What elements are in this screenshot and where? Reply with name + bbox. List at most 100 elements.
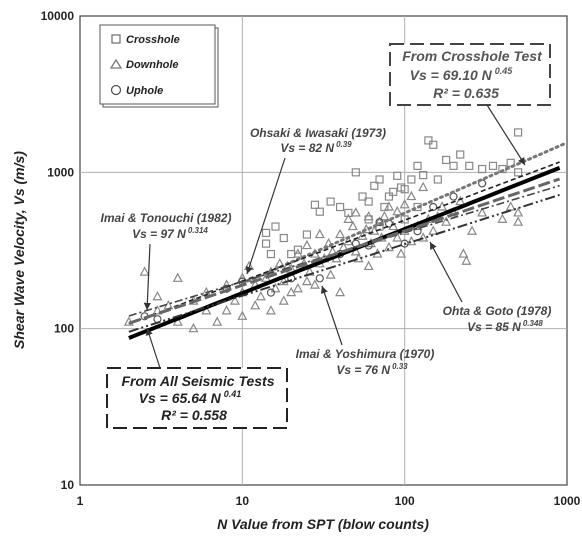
crosshole-point <box>335 202 345 212</box>
ohta-goto-eq-exp: 0.348 <box>523 319 544 328</box>
downhole-point <box>363 210 374 221</box>
downhole-point <box>497 213 508 223</box>
legend-triangle-marker <box>109 58 123 69</box>
imai-tonouchi-annotation: Imai & Tonouchi (1982) Vs = 97 N 0.314 <box>101 211 232 311</box>
crosshole-box-frame <box>389 43 551 106</box>
fit-line-dash-dot-dot <box>128 193 560 333</box>
crosshole-point <box>384 192 394 201</box>
crosshole-point <box>433 175 442 184</box>
ohsaki-title: Ohsaki & Iwasaki (1973) <box>250 126 386 140</box>
downhole-point <box>363 260 374 271</box>
crosshole-point <box>310 200 320 209</box>
crosshole-box-r2: R² = 0.635 <box>433 85 499 101</box>
downhole-point <box>139 266 150 276</box>
all-tests-eq-lhs: Vs = 65.64 N <box>139 390 222 406</box>
ohta-goto-title: Ohta & Goto (1978) <box>443 304 552 318</box>
downhole-point <box>237 310 248 320</box>
downhole-point <box>379 210 390 221</box>
crosshole-point <box>370 181 379 190</box>
x-tick-label: 100 <box>395 494 415 508</box>
uphole-point <box>429 202 438 212</box>
legend: Crosshole Downhole Uphole <box>99 24 219 108</box>
downhole-point <box>172 272 183 282</box>
all-tests-box-title: From All Seismic Tests <box>121 373 274 389</box>
ohsaki-eq-exp: 0.39 <box>336 140 352 149</box>
ohsaki-eq-lhs: Vs = 82 N <box>280 141 334 155</box>
crosshole-point <box>456 150 465 159</box>
crosshole-fit-box: From Crosshole Test Vs = 69.10 N 0.45 R² … <box>389 43 551 106</box>
crosshole-eq-exp: 0.45 <box>495 66 514 76</box>
downhole-point <box>278 295 289 305</box>
x-tick-label: 1000 <box>554 494 581 508</box>
downhole-point <box>309 279 320 289</box>
legend-label-downhole: Downhole <box>126 59 179 71</box>
downhole-point <box>188 322 199 333</box>
crosshole-point <box>488 161 498 170</box>
downhole-point <box>265 305 276 315</box>
downhole-point <box>343 213 354 223</box>
ohta-goto-arrow <box>429 241 463 303</box>
downhole-point <box>396 248 407 258</box>
crosshole-point <box>413 161 422 170</box>
fit-line-dashed <box>128 161 560 325</box>
crosshole-point <box>261 239 271 248</box>
imai-yoshimura-arrow <box>320 285 343 346</box>
crosshole-point <box>514 168 523 177</box>
imai-tonouchi-eq-lhs: Vs = 97 N <box>132 227 186 241</box>
ohsaki-arrow <box>245 157 286 275</box>
y-tick-label: 10 <box>61 478 75 492</box>
imai-yoshimura-equation: Vs = 76 N 0.33 <box>336 362 408 377</box>
crosshole-point <box>375 175 384 184</box>
crosshole-eq-lhs: Vs = 69.10 N <box>410 67 493 83</box>
crosshole-point <box>400 185 409 194</box>
fit-lines <box>128 141 569 340</box>
crosshole-point <box>407 175 416 184</box>
imai-tonouchi-eq-exp: 0.314 <box>188 226 209 235</box>
crosshole-point <box>358 192 367 201</box>
downhole-point <box>255 290 266 301</box>
downhole-point <box>399 199 410 209</box>
y-tick-label: 10000 <box>41 9 75 23</box>
crosshole-point <box>302 230 312 239</box>
imai-tonouchi-title: Imai & Tonouchi (1982) <box>101 211 232 225</box>
downhole-point <box>292 282 303 293</box>
crosshole-point <box>419 171 428 180</box>
downhole-point <box>461 255 472 265</box>
ohta-goto-equation: Vs = 85 N 0.348 <box>467 319 543 334</box>
crosshole-box-equation: Vs = 69.10 N 0.45 <box>410 66 514 83</box>
imai-yoshimura-eq-exp: 0.33 <box>392 362 408 371</box>
downhole-point <box>428 225 439 235</box>
downhole-point <box>406 190 417 201</box>
legend-label-crosshole: Crosshole <box>126 34 180 46</box>
downhole-point <box>221 279 232 289</box>
downhole-point <box>513 216 524 226</box>
crosshole-point <box>465 161 474 170</box>
downhole-point <box>301 239 312 250</box>
y-tick-label: 100 <box>54 322 74 336</box>
crosshole-point <box>429 140 438 149</box>
x-tick-label: 1 <box>77 494 84 508</box>
crosshole-box-title: From Crosshole Test <box>402 48 543 64</box>
downhole-point <box>467 225 478 235</box>
downhole-point <box>455 195 466 206</box>
y-tick-label: 1000 <box>47 165 74 179</box>
downhole-point <box>383 241 394 252</box>
y-axis-title: Shear Wave Velocity, Vs (m/s) <box>11 151 27 349</box>
crosshole-point <box>293 245 303 254</box>
crosshole-point <box>514 128 523 137</box>
downhole-point <box>152 305 163 315</box>
downhole-point <box>350 207 361 217</box>
imai-tonouchi-arrow <box>143 243 151 311</box>
crosshole-point <box>389 187 398 196</box>
downhole-point <box>229 295 240 305</box>
all-tests-box-frame <box>106 367 288 429</box>
downhole-point <box>383 201 394 211</box>
downhole-point <box>392 232 403 242</box>
uphole-point <box>315 274 324 283</box>
ohta-goto-annotation: Ohta & Goto (1978) Vs = 85 N 0.348 <box>429 241 552 334</box>
ohta-goto-eq-lhs: Vs = 85 N <box>467 320 521 334</box>
imai-tonouchi-equation: Vs = 97 N 0.314 <box>132 226 208 241</box>
crosshole-point <box>344 208 353 218</box>
